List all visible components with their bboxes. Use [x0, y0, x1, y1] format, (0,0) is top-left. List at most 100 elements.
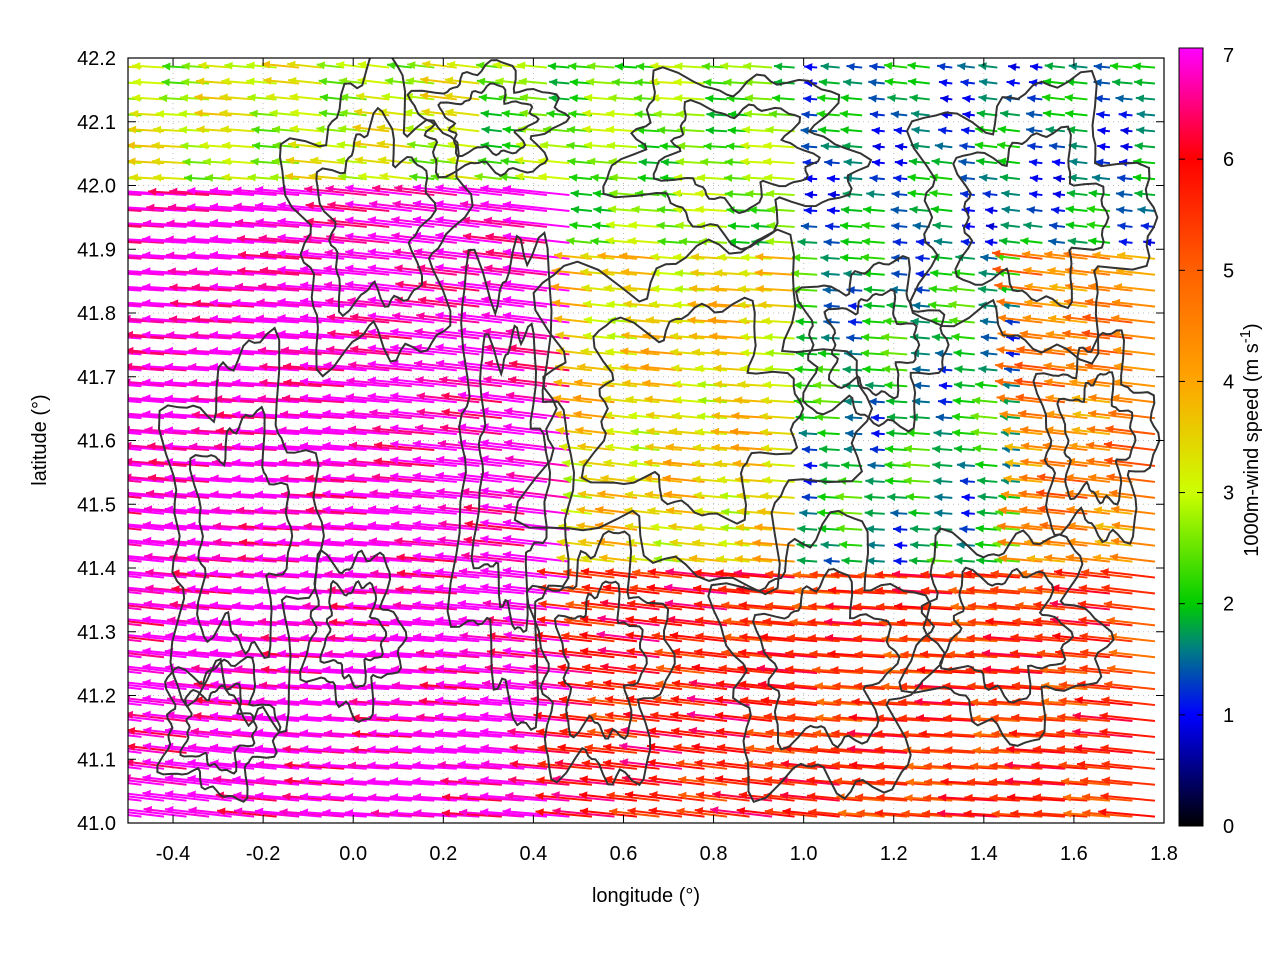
wind-vector — [300, 570, 367, 579]
wind-vector — [845, 429, 863, 438]
wind-vector — [142, 362, 210, 372]
wind-vector — [1049, 222, 1066, 230]
wind-vector — [535, 792, 593, 802]
wind-vector — [785, 665, 840, 675]
wind-vector — [714, 711, 773, 722]
wind-vector — [1043, 250, 1088, 260]
wind-vector — [128, 795, 165, 802]
wind-vector — [678, 237, 705, 246]
wind-vector — [166, 251, 232, 260]
wind-vector — [254, 807, 322, 818]
wind-vector — [325, 184, 390, 197]
wind-vector — [765, 744, 818, 754]
wind-vector — [161, 78, 187, 87]
wind-vector — [209, 743, 277, 754]
wind-vector — [773, 62, 795, 71]
wind-vector — [996, 298, 1043, 308]
wind-vector — [628, 459, 660, 468]
wind-vector — [324, 249, 390, 260]
wind-vector — [502, 550, 570, 563]
wind-vector — [128, 726, 187, 738]
y-tick-label: 42.0 — [77, 176, 116, 198]
wind-vector — [437, 760, 502, 770]
wind-vector — [931, 333, 953, 342]
wind-vector — [821, 270, 840, 279]
wind-vector — [151, 157, 187, 166]
wind-vector — [1004, 761, 1065, 770]
wind-vector — [277, 554, 345, 563]
wind-vector — [674, 94, 705, 103]
wind-vector — [435, 359, 502, 372]
wind-vector — [446, 60, 480, 69]
wind-vector — [688, 332, 728, 341]
wind-vector — [478, 93, 502, 102]
terrain-contour — [939, 566, 1075, 704]
wind-vector — [299, 681, 367, 691]
wind-vector — [148, 187, 210, 197]
wind-vector — [622, 284, 660, 293]
wind-vector — [254, 185, 322, 197]
wind-vector — [976, 508, 998, 517]
wind-vector — [552, 394, 593, 404]
wind-vector — [128, 699, 165, 707]
wind-vector — [234, 218, 300, 228]
wind-vector — [213, 394, 277, 404]
wind-vector — [831, 761, 885, 770]
wind-vector — [188, 346, 255, 356]
wind-vector — [809, 650, 863, 659]
wind-vector — [503, 423, 570, 436]
wind-vector — [128, 814, 142, 818]
wind-vector — [628, 411, 660, 420]
wind-vector — [128, 758, 187, 770]
wind-vector — [507, 727, 570, 738]
terrain-contour — [437, 82, 540, 158]
wind-vector — [871, 126, 885, 135]
wind-vector — [671, 411, 705, 420]
wind-vector — [1068, 142, 1088, 151]
wind-vector — [1045, 330, 1088, 340]
wind-vector — [492, 61, 525, 70]
wind-vector — [933, 237, 953, 246]
wind-vector — [692, 443, 728, 452]
wind-vector — [481, 125, 502, 134]
wind-vector — [377, 156, 412, 165]
wind-vector — [579, 807, 638, 818]
wind-vector — [236, 234, 300, 244]
wind-vector — [609, 189, 638, 198]
wind-vector — [580, 252, 615, 261]
wind-vector — [128, 541, 165, 547]
wind-vector — [209, 186, 277, 197]
x-tick-label: -0.2 — [246, 843, 280, 865]
wind-vector — [390, 440, 457, 452]
wind-vector — [357, 172, 390, 181]
wind-vector — [796, 333, 818, 342]
wind-vector — [187, 758, 255, 770]
wind-vector — [1058, 697, 1111, 707]
wind-vector — [128, 604, 165, 611]
wind-vector — [760, 491, 795, 500]
wind-vector — [579, 631, 638, 643]
wind-vector — [953, 381, 975, 390]
wind-vector — [128, 683, 165, 691]
wind-vector — [823, 238, 840, 247]
wind-vector — [846, 62, 863, 71]
wind-vector — [1082, 313, 1133, 324]
y-tick-label: 41.4 — [77, 558, 116, 580]
wind-vector — [1099, 728, 1156, 738]
wind-vector — [929, 189, 953, 198]
wind-vector — [209, 601, 277, 611]
wind-vector — [853, 682, 908, 691]
wind-vector — [299, 377, 367, 388]
wind-vector — [584, 679, 638, 691]
wind-vector — [215, 426, 277, 436]
wind-vector — [587, 728, 638, 738]
wind-vector — [674, 62, 705, 71]
wind-vector — [923, 778, 975, 787]
wind-vector — [735, 523, 773, 532]
wind-vector — [412, 552, 480, 563]
wind-vector — [155, 109, 187, 118]
wind-vector — [299, 808, 367, 818]
wind-vector — [518, 77, 547, 86]
wind-vector — [893, 557, 908, 566]
wind-vector — [647, 506, 683, 515]
